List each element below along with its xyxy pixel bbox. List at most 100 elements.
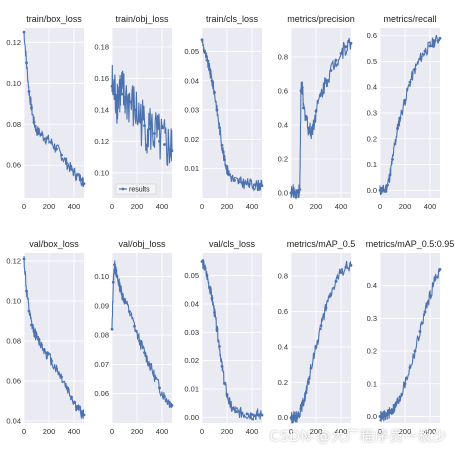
data-point bbox=[304, 115, 308, 118]
data-point bbox=[158, 139, 161, 143]
subplot-title: metrics/precision bbox=[287, 14, 355, 24]
y-tick-label: 0.06 bbox=[6, 377, 21, 386]
series-line bbox=[111, 260, 173, 408]
data-point bbox=[260, 184, 264, 188]
data-point bbox=[383, 188, 387, 192]
y-tick-label: 0.10 bbox=[6, 297, 21, 306]
data-point bbox=[45, 137, 48, 141]
y-tick-label: 0.12 bbox=[94, 137, 109, 146]
data-point bbox=[123, 298, 126, 302]
data-point bbox=[215, 108, 219, 112]
data-point bbox=[65, 161, 68, 165]
data-point bbox=[111, 280, 115, 284]
x-tick-label: 0 bbox=[289, 202, 293, 211]
data-point bbox=[378, 188, 382, 192]
y-tick-label: 0.1 bbox=[367, 160, 377, 169]
data-point bbox=[233, 179, 236, 182]
data-point bbox=[113, 263, 116, 267]
subplot-title: val/box_loss bbox=[29, 239, 79, 249]
data-point bbox=[210, 79, 214, 83]
x-tick-label: 200 bbox=[43, 427, 56, 436]
data-point bbox=[60, 375, 63, 379]
x-tick-label: 400 bbox=[246, 427, 259, 436]
y-tick-label: 0.00 bbox=[184, 413, 199, 422]
data-point bbox=[50, 141, 53, 145]
x-tick-label: 400 bbox=[68, 202, 81, 211]
data-point bbox=[113, 92, 116, 96]
data-point bbox=[148, 362, 151, 366]
data-point bbox=[302, 400, 305, 404]
data-point bbox=[299, 89, 303, 93]
y-tick-label: 0.01 bbox=[184, 164, 199, 173]
data-point bbox=[403, 98, 407, 102]
y-tick-label: 0.0 bbox=[278, 188, 288, 197]
data-point bbox=[114, 269, 118, 272]
y-tick-label: 0.2 bbox=[367, 134, 377, 143]
data-point bbox=[245, 412, 249, 416]
data-point bbox=[413, 349, 417, 353]
data-point bbox=[153, 132, 156, 135]
data-point bbox=[123, 95, 126, 99]
data-point bbox=[220, 364, 224, 368]
subplot-title: train/obj_loss bbox=[115, 14, 169, 24]
data-point bbox=[158, 386, 161, 390]
data-point bbox=[334, 279, 338, 283]
data-point bbox=[300, 86, 304, 89]
data-point bbox=[255, 413, 259, 417]
data-point bbox=[438, 267, 442, 271]
data-point bbox=[110, 327, 114, 331]
data-point bbox=[35, 129, 38, 132]
data-point bbox=[297, 191, 300, 195]
data-point bbox=[388, 173, 392, 177]
subplot-title: train/box_loss bbox=[26, 14, 82, 24]
data-point bbox=[213, 91, 216, 94]
data-point bbox=[55, 367, 58, 371]
data-point bbox=[170, 149, 174, 153]
data-point bbox=[349, 263, 353, 267]
data-point bbox=[319, 92, 323, 96]
data-point bbox=[413, 67, 417, 71]
subplot-title: val/cls_loss bbox=[209, 239, 256, 249]
data-point bbox=[289, 416, 293, 420]
data-point bbox=[393, 405, 397, 409]
x-tick-label: 400 bbox=[156, 202, 169, 211]
data-point bbox=[344, 45, 348, 49]
data-point bbox=[294, 191, 298, 195]
y-tick-label: 0.6 bbox=[278, 307, 288, 316]
x-tick-label: 400 bbox=[424, 202, 437, 211]
y-tick-label: 0.04 bbox=[6, 417, 21, 426]
data-point bbox=[205, 58, 209, 62]
y-tick-label: 0.18 bbox=[94, 42, 109, 51]
data-point bbox=[70, 167, 73, 171]
data-point bbox=[423, 310, 427, 314]
data-point bbox=[218, 345, 221, 348]
data-point bbox=[225, 167, 229, 171]
y-tick-label: 0.4 bbox=[367, 83, 377, 92]
x-tick-label: 200 bbox=[131, 427, 144, 436]
data-point bbox=[143, 351, 146, 355]
y-tick-label: 0.0 bbox=[367, 186, 377, 195]
y-tick-label: 0.02 bbox=[184, 135, 199, 144]
data-point bbox=[153, 374, 156, 378]
x-tick-label: 0 bbox=[200, 427, 204, 436]
legend-label: results bbox=[129, 187, 150, 194]
subplot-title: metrics/recall bbox=[383, 14, 436, 24]
data-point bbox=[309, 366, 313, 370]
subplot-3: train/cls_loss 0 200 400 0.01 0.02 0.03 0.04 0.0… bbox=[184, 14, 264, 211]
data-point bbox=[388, 411, 392, 414]
data-point bbox=[208, 67, 211, 71]
plot-area bbox=[202, 28, 262, 198]
series-line bbox=[379, 34, 441, 196]
data-point bbox=[428, 294, 432, 297]
data-point bbox=[383, 414, 387, 418]
data-point bbox=[215, 328, 219, 331]
y-tick-label: 0.03 bbox=[184, 106, 199, 115]
data-point bbox=[228, 401, 231, 405]
data-point bbox=[115, 95, 119, 99]
legend-marker bbox=[121, 187, 125, 191]
series-line bbox=[111, 64, 173, 166]
y-tick-label: 0.05 bbox=[184, 271, 199, 280]
y-tick-label: 0.3 bbox=[367, 314, 377, 323]
x-tick-label: 0 bbox=[22, 427, 26, 436]
